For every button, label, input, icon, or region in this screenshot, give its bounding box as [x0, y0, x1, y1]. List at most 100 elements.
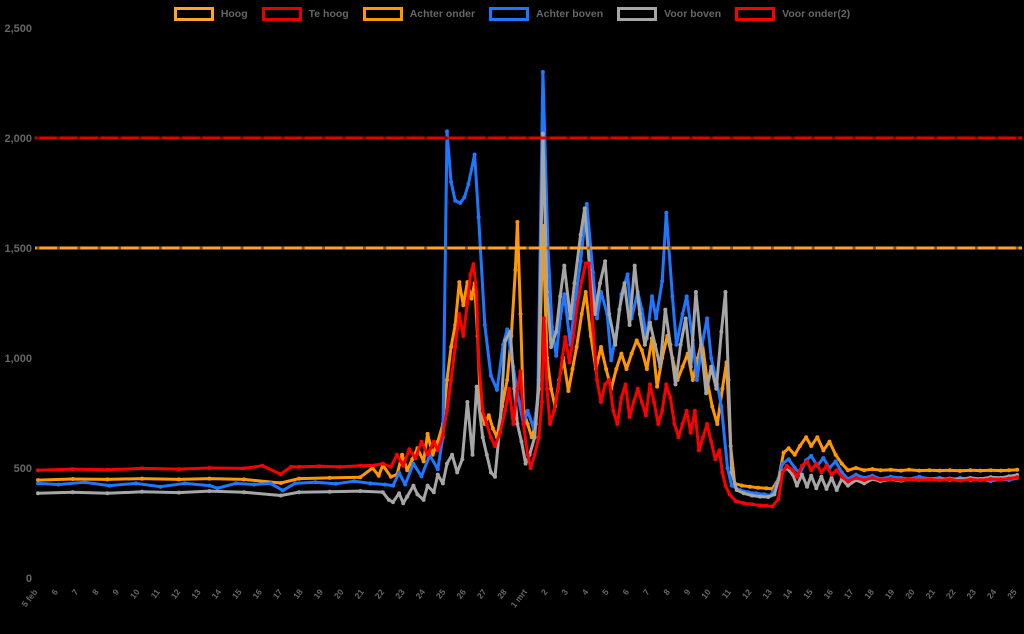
- series-point-achter-onder: [655, 384, 660, 389]
- x-axis-tick-label: 15: [801, 587, 815, 601]
- legend-item-achter-onder[interactable]: Achter onder: [362, 7, 475, 21]
- series-point-achter-boven: [391, 483, 395, 488]
- x-axis-tick-label: 25: [1005, 587, 1019, 601]
- legend-swatch-icon: [362, 7, 403, 21]
- series-point-achter-boven: [674, 342, 679, 347]
- series-point-voor-onder-2-: [567, 360, 572, 365]
- series-point-voor-boven: [598, 281, 602, 286]
- threshold-point-te-hoog: [648, 136, 652, 140]
- legend-item-voor-boven[interactable]: Voor boven: [617, 7, 721, 21]
- series-point-voor-onder-2-: [615, 422, 620, 426]
- series-point-achter-onder: [469, 296, 474, 301]
- series-point-achter-onder: [898, 468, 903, 473]
- series-point-voor-onder-2-: [998, 477, 1003, 482]
- series-point-achter-boven: [56, 482, 61, 487]
- series-point-voor-boven: [699, 342, 703, 347]
- series-point-voor-boven: [668, 342, 673, 347]
- threshold-point-te-hoog: [220, 136, 224, 140]
- x-axis-tick-label: 16: [821, 587, 835, 601]
- series-point-achter-boven: [233, 481, 238, 486]
- x-axis-tick-label: 9: [110, 587, 121, 597]
- x-axis-tick-label: 18: [862, 587, 876, 601]
- threshold-point-hoog: [730, 246, 734, 250]
- threshold-point-hoog: [199, 246, 203, 250]
- series-point-achter-onder: [998, 468, 1003, 473]
- threshold-point-hoog: [832, 246, 836, 250]
- series-point-achter-onder: [614, 367, 619, 371]
- series-point-voor-onder-2-: [70, 467, 75, 472]
- x-axis-tick-label: 17: [842, 587, 856, 601]
- series-point-voor-boven: [532, 435, 537, 440]
- x-axis-tick-label: 17: [271, 587, 285, 601]
- series-point-achter-onder: [529, 435, 534, 440]
- series-point-voor-onder-2-: [814, 461, 819, 466]
- legend-item-achter-boven[interactable]: Achter boven: [489, 7, 603, 21]
- series-point-voor-onder-2-: [958, 478, 963, 483]
- series-point-voor-onder-2-: [465, 301, 470, 305]
- legend-item-voor-onder-2-[interactable]: Voor onder(2): [735, 7, 850, 21]
- y-axis-tick-label: 2,000: [4, 133, 32, 145]
- x-axis-tick-label: 9: [682, 587, 693, 597]
- series-point-achter-boven: [754, 491, 759, 496]
- series-point-voor-boven: [512, 386, 517, 391]
- series-point-achter-boven: [293, 481, 297, 486]
- series-point-achter-onder: [400, 452, 405, 457]
- legend-label: Voor onder(2): [782, 7, 851, 20]
- series-point-voor-onder-2-: [688, 430, 693, 435]
- threshold-point-te-hoog: [36, 136, 40, 140]
- legend-item-hoog[interactable]: Hoog: [173, 7, 248, 21]
- series-point-voor-onder-2-: [595, 378, 599, 382]
- series-point-achter-onder: [815, 435, 820, 440]
- series-point-voor-onder-2-: [480, 408, 485, 413]
- series-point-voor-boven: [435, 472, 440, 477]
- series-point-achter-onder: [927, 468, 932, 473]
- series-point-achter-onder: [599, 345, 603, 349]
- y-axis-tick-label: 500: [14, 463, 32, 475]
- series-point-voor-onder-2-: [419, 439, 424, 444]
- series-point-achter-onder: [619, 351, 624, 356]
- series-point-voor-onder-2-: [705, 422, 710, 426]
- chart-legend: Hoog Te hoog Achter onder Achter boven Voor …: [0, 7, 1024, 21]
- series-point-voor-onder-2-: [878, 478, 883, 483]
- threshold-point-te-hoog: [770, 136, 775, 140]
- x-axis-tick-label: 15: [230, 587, 244, 601]
- series-point-achter-onder: [588, 334, 593, 338]
- series-point-voor-onder-2-: [140, 466, 144, 471]
- series-point-voor-onder-2-: [907, 477, 912, 481]
- x-axis-tick-label: 24: [413, 587, 427, 601]
- series-point-voor-onder-2-: [854, 475, 858, 480]
- series-point-voor-onder-2-: [1007, 476, 1011, 481]
- series-point-achter-onder: [388, 474, 393, 479]
- series-point-achter-onder: [457, 280, 462, 285]
- series-point-achter-onder: [821, 448, 826, 453]
- legend-item-te-hoog[interactable]: Te hoog: [261, 7, 349, 21]
- series-point-voor-boven: [729, 470, 734, 475]
- series-point-achter-onder: [715, 422, 720, 426]
- y-axis-tick-label: 1,000: [4, 353, 32, 365]
- series-point-voor-boven: [474, 384, 479, 389]
- series-point-voor-boven: [607, 312, 612, 316]
- threshold-point-te-hoog: [199, 136, 203, 140]
- series-point-achter-onder: [358, 475, 363, 480]
- series-point-achter-onder: [907, 467, 912, 472]
- threshold-point-hoog: [628, 246, 632, 250]
- series-point-voor-boven: [750, 493, 754, 498]
- series-point-voor-boven: [663, 307, 668, 312]
- series-point-achter-onder: [583, 290, 588, 294]
- series-point-voor-boven: [592, 312, 597, 316]
- series-point-voor-boven: [709, 364, 714, 369]
- series-point-achter-boven: [650, 294, 654, 299]
- series-point-achter-boven: [411, 461, 416, 466]
- series-point-voor-onder-2-: [560, 356, 565, 360]
- series-point-voor-boven: [440, 481, 445, 486]
- series-point-voor-onder-2-: [260, 463, 265, 468]
- series-point-voor-onder-2-: [413, 456, 418, 461]
- series-point-voor-onder-2-: [474, 290, 479, 294]
- series-point-voor-boven: [508, 329, 513, 334]
- series-point-voor-onder-2-: [525, 452, 530, 457]
- series-point-achter-boven: [854, 472, 858, 477]
- series-point-voor-onder-2-: [425, 452, 430, 457]
- series-point-achter-boven: [670, 294, 675, 299]
- series-point-voor-boven: [642, 342, 647, 347]
- threshold-point-hoog: [322, 246, 326, 250]
